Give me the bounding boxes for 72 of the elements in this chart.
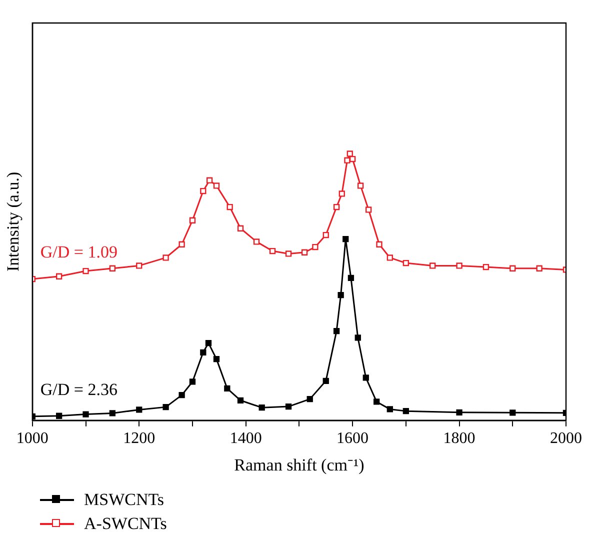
point [178, 392, 185, 398]
point [269, 248, 276, 254]
point [456, 409, 462, 416]
point [56, 273, 62, 280]
point [338, 190, 345, 197]
point [402, 260, 409, 266]
point [333, 328, 340, 334]
point [82, 411, 89, 418]
point [258, 404, 265, 411]
point [362, 374, 369, 381]
point [285, 250, 292, 257]
point [189, 378, 196, 385]
point [344, 157, 350, 164]
point [306, 396, 313, 402]
legend-label: MSWCNTs [84, 490, 164, 510]
point [162, 404, 169, 410]
point [226, 204, 233, 210]
x-tick-label: 1800 [443, 430, 476, 448]
point [456, 262, 462, 269]
point [162, 254, 169, 261]
y-axis-title: Intensity (a.u.) [4, 172, 23, 272]
point [200, 349, 206, 356]
point [312, 244, 318, 250]
point [333, 204, 340, 210]
x-tick-label: 1200 [123, 430, 156, 448]
point [206, 177, 213, 184]
point [373, 398, 380, 405]
point [109, 265, 116, 272]
point [213, 356, 220, 362]
point [224, 385, 230, 392]
x-tick-label: 1400 [230, 430, 262, 448]
legend-label: A-SWCNTs [84, 514, 167, 534]
point [342, 236, 349, 242]
point [348, 274, 354, 282]
point [322, 232, 329, 238]
point [253, 238, 260, 245]
annotation: G/D = 1.09 [40, 242, 118, 262]
point [482, 264, 490, 270]
point [510, 265, 516, 272]
point [386, 254, 393, 261]
point [349, 156, 356, 162]
point [82, 268, 89, 274]
point [178, 241, 185, 248]
point [510, 410, 516, 416]
point [322, 378, 329, 384]
point [200, 188, 206, 194]
point [346, 150, 353, 157]
point [386, 406, 393, 412]
point [536, 265, 542, 272]
point [357, 182, 364, 189]
point [56, 412, 62, 419]
point [136, 406, 142, 413]
point [365, 206, 372, 213]
x-axis-title: Raman shift (cm⁻¹) [234, 455, 364, 474]
point [189, 217, 196, 224]
point [402, 408, 409, 414]
point [354, 334, 361, 341]
point [213, 182, 220, 189]
point [285, 403, 292, 410]
x-tick-label: 1600 [336, 430, 369, 448]
x-tick-label: 2000 [550, 430, 582, 448]
x-tick-label: 1000 [16, 430, 48, 448]
point [136, 262, 142, 269]
point [205, 340, 212, 346]
point [237, 225, 244, 232]
point [109, 410, 116, 416]
point [338, 292, 344, 298]
annotation: G/D = 2.36 [40, 380, 118, 399]
point [237, 397, 244, 404]
point [376, 241, 382, 248]
point [301, 249, 308, 256]
point [430, 262, 436, 269]
